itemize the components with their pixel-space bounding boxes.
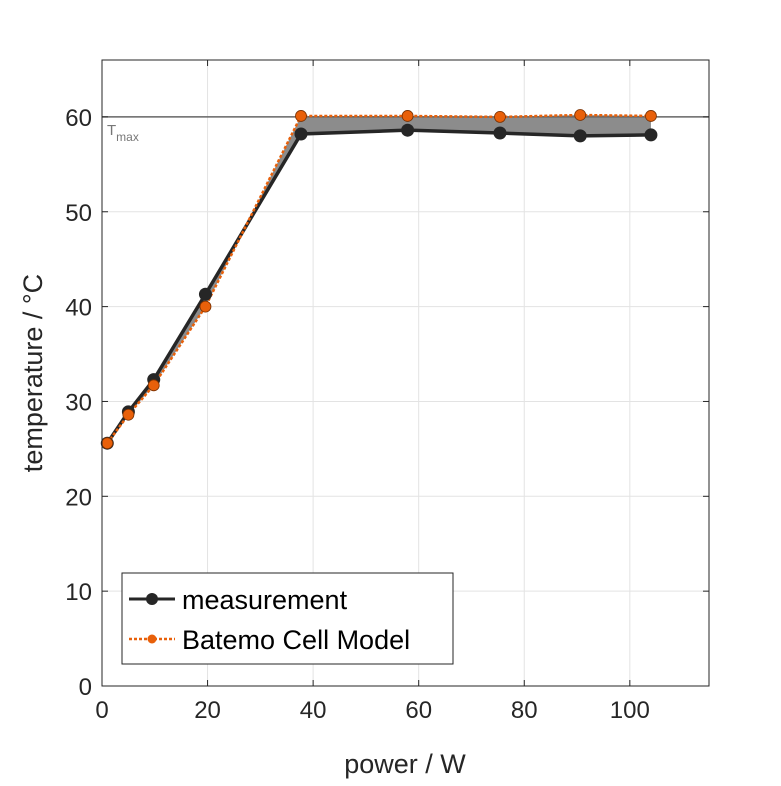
y-tick-label: 20 [65,484,92,511]
y-tick-label: 40 [65,295,92,322]
plot-frame [101,59,710,687]
model-point [574,109,587,121]
model-point [122,408,135,421]
x-tick-label: 20 [194,697,221,724]
legend-box [121,572,454,665]
x-tick-label: 100 [610,697,650,724]
measurement-point [573,129,587,143]
measurement-point [401,123,415,137]
y-axis-label: temperature / °C [18,274,48,472]
legend-marker-measurement [146,593,158,605]
x-axis-label: power / W [344,749,466,779]
x-tick-label: 0 [95,697,108,724]
tmax-label: Tmax [107,122,139,144]
model-point [199,300,212,313]
legend-label-model: Batemo Cell Model [182,625,410,655]
series-line-0 [105,128,651,445]
y-tick-label: 60 [65,105,92,132]
series-layer [100,109,658,450]
model-point [147,379,160,392]
y-tick-label: 10 [65,579,92,606]
model-point [494,111,506,123]
legend: measurement Batemo Cell Model [121,572,454,665]
y-tick-label: 30 [65,389,92,416]
difference-fill [107,115,651,444]
legend-label-measurement: measurement [182,585,348,615]
model-point [101,437,114,450]
y-tick-label: 0 [79,674,92,701]
legend-marker-model [147,634,157,644]
measurement-point [493,126,507,140]
y-tick-label: 50 [65,200,92,227]
model-point [401,110,414,122]
x-tick-label: 40 [300,697,327,724]
model-point [645,110,657,122]
measurement-point [198,287,212,301]
measurement-point [294,127,308,141]
x-tick-label: 60 [405,697,432,724]
series-line-1 [106,113,651,444]
x-tick-label: 80 [511,697,538,724]
model-point [295,110,307,122]
ticks: 0 20 40 60 80 100 0 10 20 30 40 50 60 [65,60,709,724]
measurement-point [644,128,658,142]
